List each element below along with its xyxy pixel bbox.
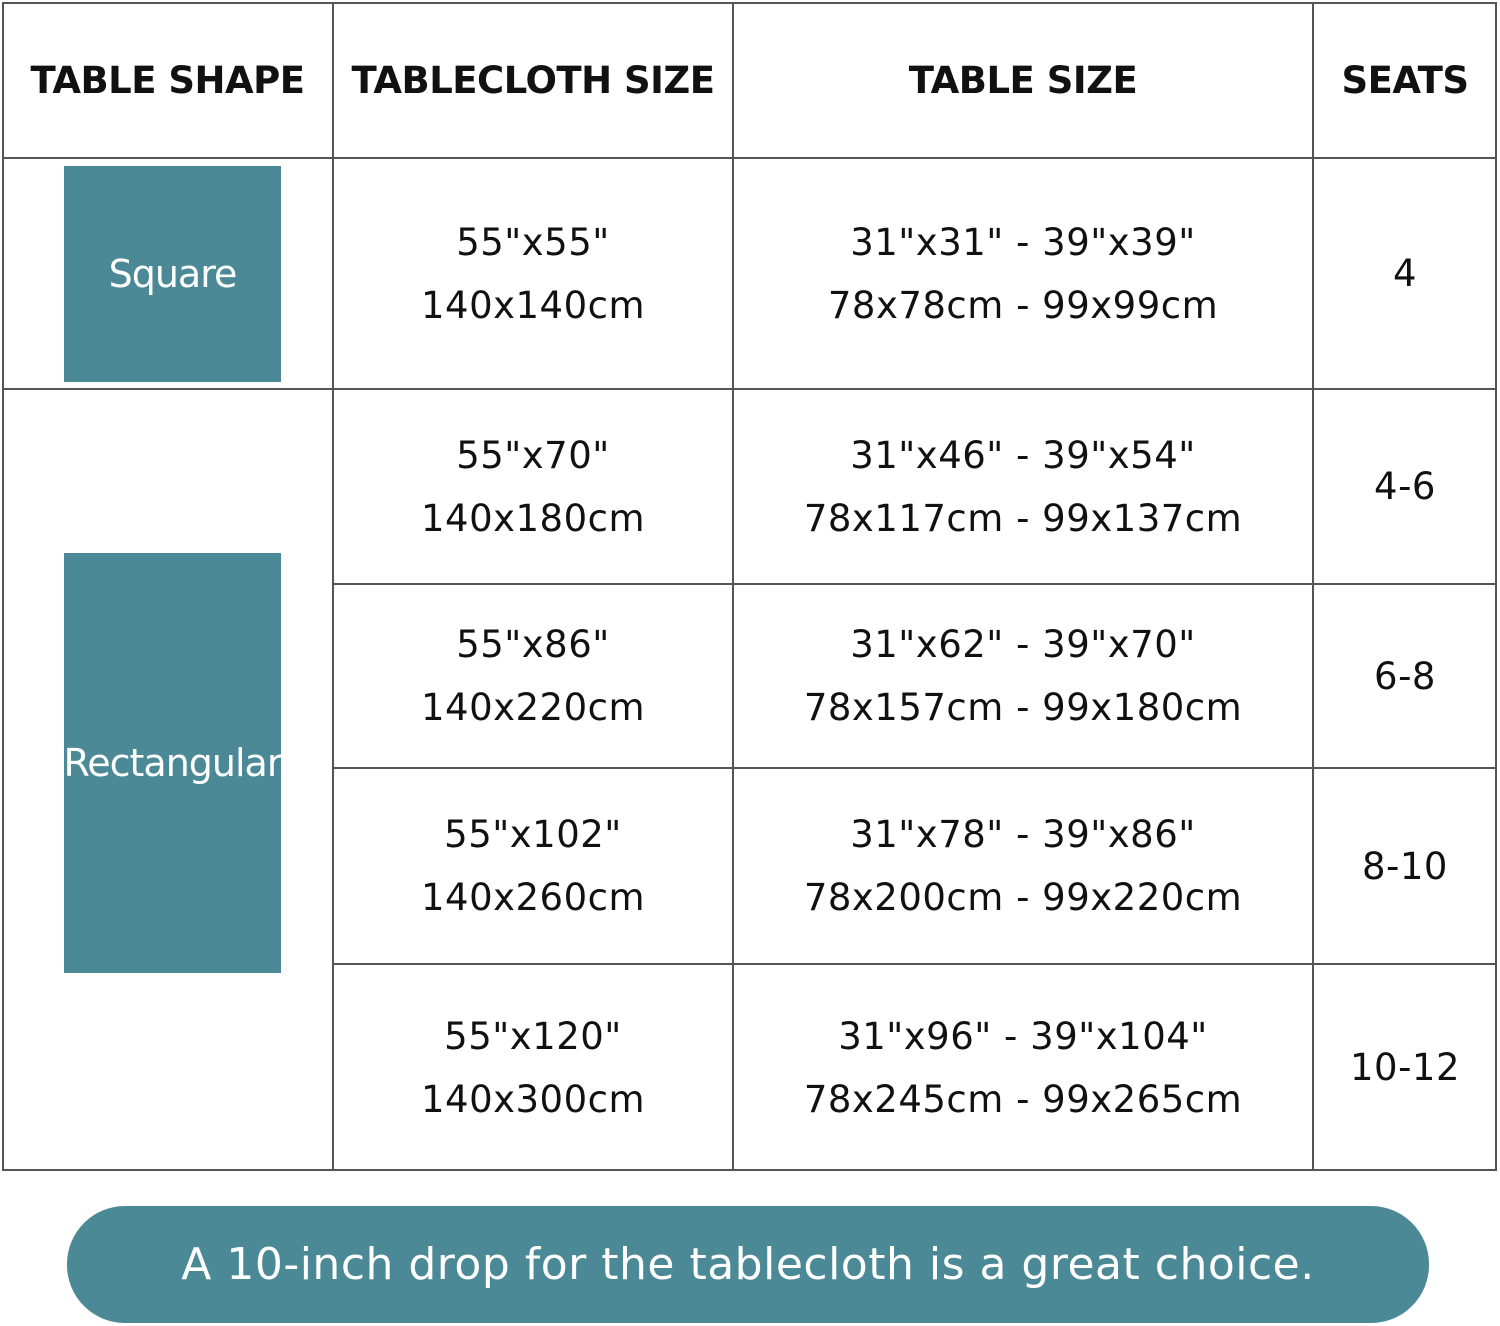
rectangular-shape-swatch: Rectangular — [64, 553, 282, 973]
seats-value: 4-6 — [1374, 465, 1436, 508]
table-size-cell: 31"x96" - 39"x104" 78x245cm - 99x265cm — [733, 964, 1313, 1171]
divider — [1312, 2, 1314, 1171]
divider — [2, 157, 1497, 159]
square-shape-swatch: Square — [64, 166, 281, 382]
table-size-inches: 31"x78" - 39"x86" — [850, 813, 1196, 856]
tablecloth-size-inches: 55"x120" — [444, 1014, 622, 1058]
table-size-cm: 78x245cm - 99x265cm — [803, 1077, 1243, 1121]
divider — [333, 767, 1497, 769]
table-size-cm: 78x200cm - 99x220cm — [803, 876, 1243, 919]
table-size-cell: 31"x62" - 39"x70" 78x157cm - 99x180cm — [733, 584, 1313, 768]
tablecloth-size-inches: 55"x70" — [456, 433, 610, 477]
tablecloth-size-cm: 140x180cm — [420, 496, 646, 540]
header-seats: SEATS — [1341, 58, 1469, 102]
tablecloth-size-inches: 55"x86" — [456, 623, 610, 666]
tablecloth-size-cell: 55"x55" 140x140cm — [333, 158, 733, 389]
tablecloth-size-cm: 140x260cm — [420, 876, 646, 919]
tablecloth-size-cell: 55"x86" 140x220cm — [333, 584, 733, 768]
seats-value: 6-8 — [1374, 654, 1436, 698]
seats-value: 4 — [1392, 252, 1418, 295]
table-size-cell: 31"x46" - 39"x54" 78x117cm - 99x137cm — [733, 389, 1313, 584]
footer-note-banner: A 10-inch drop for the tablecloth is a g… — [67, 1206, 1429, 1323]
seats-value: 8-10 — [1362, 844, 1448, 888]
divider — [333, 583, 1497, 585]
seats-cell: 6-8 — [1313, 584, 1497, 768]
tablecloth-size-inches: 55"x55" — [456, 220, 610, 264]
seats-cell: 10-12 — [1313, 964, 1497, 1171]
divider — [2, 388, 1497, 390]
table-size-inches: 31"x46" - 39"x54" — [850, 433, 1196, 477]
header-table-size: TABLE SIZE — [908, 58, 1138, 102]
tablecloth-size-cm: 140x300cm — [420, 1077, 646, 1121]
seats-cell: 4 — [1313, 158, 1497, 389]
table-size-inches: 31"x62" - 39"x70" — [850, 623, 1196, 666]
table-size-cell: 31"x31" - 39"x39" 78x78cm - 99x99cm — [733, 158, 1313, 389]
table-size-cell: 31"x78" - 39"x86" 78x200cm - 99x220cm — [733, 768, 1313, 964]
divider — [333, 963, 1497, 965]
table-size-inches: 31"x96" - 39"x104" — [838, 1014, 1208, 1058]
table-size-inches: 31"x31" - 39"x39" — [850, 220, 1196, 264]
size-chart-table — [2, 2, 1497, 1171]
table-size-cm: 78x78cm - 99x99cm — [827, 283, 1219, 327]
tablecloth-size-cm: 140x220cm — [420, 686, 646, 729]
tablecloth-size-cm: 140x140cm — [420, 283, 646, 327]
seats-value: 10-12 — [1349, 1046, 1460, 1089]
tablecloth-size-inches: 55"x102" — [444, 813, 622, 856]
header-tablecloth-size: TABLECLOTH SIZE — [351, 58, 715, 102]
divider — [732, 2, 734, 1171]
table-size-cm: 78x157cm - 99x180cm — [803, 686, 1243, 729]
seats-cell: 4-6 — [1313, 389, 1497, 584]
seats-cell: 8-10 — [1313, 768, 1497, 964]
tablecloth-size-cell: 55"x102" 140x260cm — [333, 768, 733, 964]
divider — [332, 2, 334, 1171]
table-size-cm: 78x117cm - 99x137cm — [803, 496, 1243, 540]
tablecloth-size-cell: 55"x70" 140x180cm — [333, 389, 733, 584]
header-table-shape: TABLE SHAPE — [30, 58, 305, 102]
tablecloth-size-cell: 55"x120" 140x300cm — [333, 964, 733, 1171]
